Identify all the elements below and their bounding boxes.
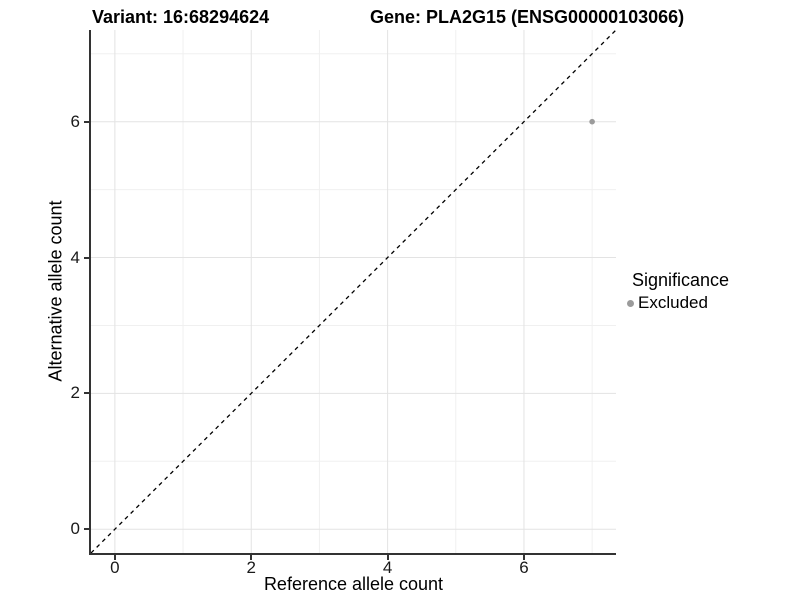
x-axis-tick-label: 4 bbox=[382, 558, 393, 577]
legend: Significance Excluded bbox=[627, 270, 729, 313]
legend-point-icon bbox=[627, 299, 634, 307]
legend-entries: Excluded bbox=[627, 293, 729, 313]
y-axis-tick-label: 2 bbox=[70, 383, 80, 403]
y-axis-tick-mark bbox=[84, 528, 89, 531]
y-axis-title: Alternative allele count bbox=[45, 200, 66, 382]
plot-title-variant: Variant: 16:68294624 bbox=[92, 7, 270, 27]
y-axis-tick-mark bbox=[84, 392, 89, 395]
y-axis-tick-label: 6 bbox=[70, 111, 80, 131]
identity-dashed-line bbox=[91, 30, 616, 553]
x-axis-tick-mark bbox=[113, 555, 116, 560]
legend-title: Significance bbox=[632, 270, 730, 290]
plot-canvas bbox=[91, 30, 616, 553]
legend-entry-label: Excluded bbox=[638, 293, 708, 312]
x-axis-tick-mark bbox=[522, 555, 525, 560]
plot-title-gene: Gene: PLA2G15 (ENSG00000103066) bbox=[370, 7, 685, 27]
x-axis-title: Reference allele count bbox=[263, 574, 444, 594]
data-point bbox=[589, 118, 595, 125]
y-axis-tick-mark bbox=[84, 256, 89, 259]
x-axis-tick-label: 2 bbox=[246, 558, 256, 577]
x-axis-tick-label: 0 bbox=[110, 558, 120, 577]
y-axis-tick-label: 4 bbox=[70, 247, 80, 267]
legend-entry: Excluded bbox=[627, 293, 729, 313]
y-axis-tick-mark bbox=[84, 120, 89, 123]
x-axis-tick-label: 6 bbox=[519, 558, 529, 577]
x-axis-tick-mark bbox=[250, 555, 253, 560]
x-axis-tick-mark bbox=[386, 555, 389, 560]
plot-panel bbox=[89, 30, 616, 555]
y-axis-tick-label: 0 bbox=[70, 519, 80, 539]
